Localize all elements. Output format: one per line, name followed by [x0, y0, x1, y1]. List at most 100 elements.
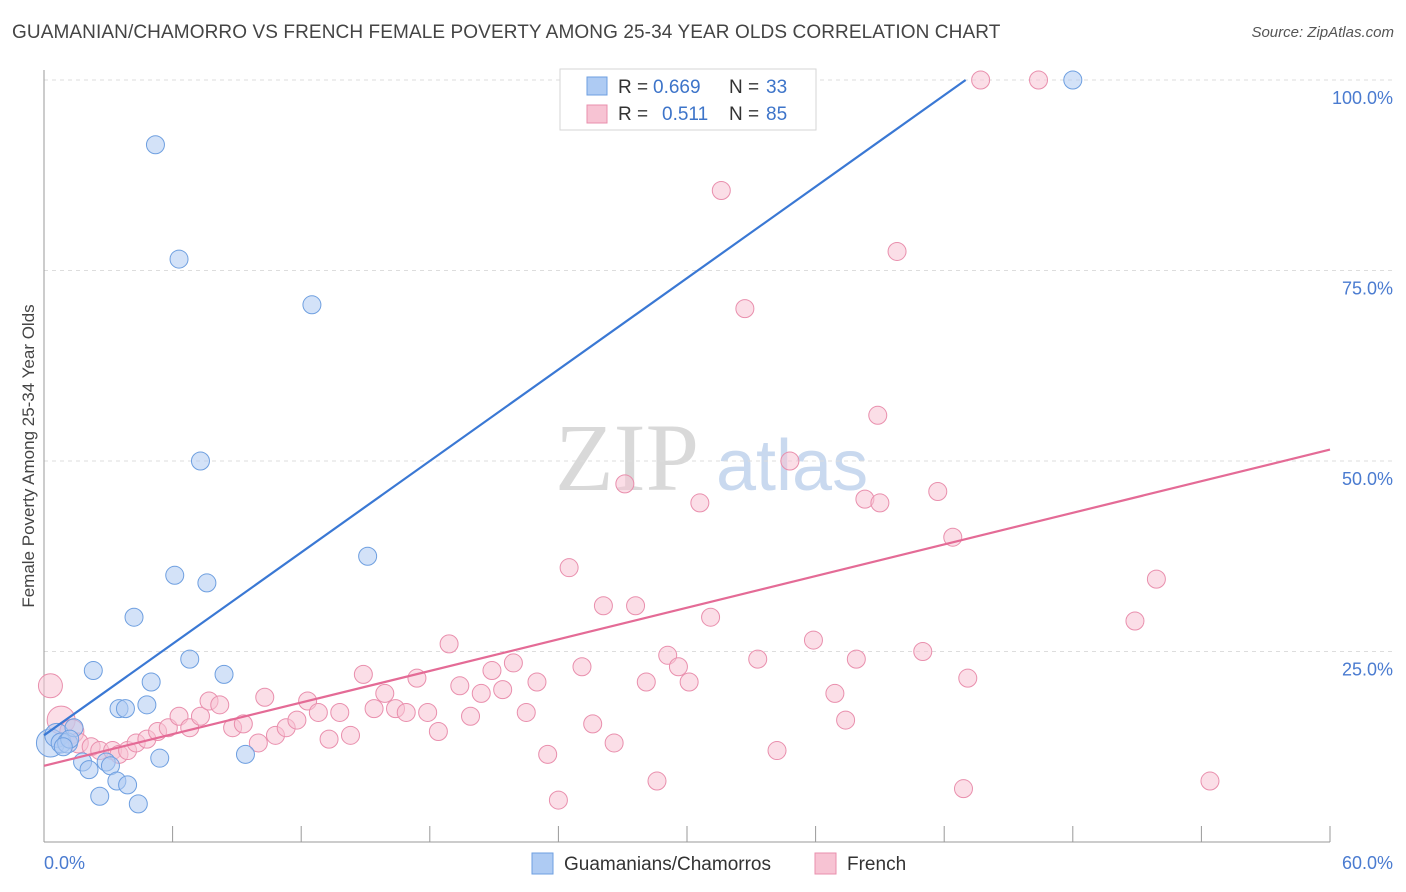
- french-point-45: [516, 702, 536, 722]
- trendlines: [43, 79, 1331, 767]
- french-point-79: [953, 779, 973, 799]
- french-point-77: [928, 481, 948, 501]
- series-legend: Guamanians/Chamorros French: [531, 852, 906, 875]
- french-point-60: [679, 672, 699, 692]
- y-axis-title: Female Poverty Among 25-34 Year Olds: [19, 304, 38, 607]
- guamanian-point-23: [180, 649, 200, 669]
- french-point-46: [527, 672, 547, 692]
- french-point-43: [493, 680, 513, 700]
- watermark: ZIP atlas: [555, 404, 868, 511]
- watermark-zip: ZIP: [555, 404, 699, 511]
- legend-r-label-1: R =: [618, 77, 648, 98]
- x-tick-label-min: 0.0%: [44, 853, 85, 873]
- french-point-62: [701, 607, 721, 627]
- bottom-legend-label-2: French: [847, 854, 906, 875]
- guamanian-point-32: [53, 737, 73, 757]
- french-point-83: [1125, 611, 1145, 631]
- french-point-31: [364, 699, 384, 719]
- guamanian-point-16: [128, 794, 148, 814]
- bottom-legend-label-1: Guamanians/Chamorros: [564, 854, 771, 875]
- guamanian-point-26: [214, 664, 234, 684]
- source-credit: Source: ZipAtlas.com: [1251, 24, 1394, 41]
- french-point-32: [375, 683, 395, 703]
- guamanian-point-8: [90, 786, 110, 806]
- guamanian-point-19: [145, 135, 165, 155]
- french-point-82: [1029, 70, 1049, 90]
- gridlines: [44, 79, 1395, 652]
- french-point-56: [636, 672, 656, 692]
- bottom-legend-swatch-blue: [531, 852, 554, 875]
- french-point-29: [340, 725, 360, 745]
- french-point-54: [615, 474, 635, 494]
- french-point-41: [471, 683, 491, 703]
- french-point-53: [604, 733, 624, 753]
- french-point-74: [870, 493, 890, 513]
- french-point-59: [668, 657, 688, 677]
- guamanian-point-15: [124, 607, 144, 627]
- french-point-48: [548, 790, 568, 810]
- french-point-55: [626, 596, 646, 616]
- guamanian-point-13: [115, 699, 135, 719]
- x-axis-ticks: [43, 826, 1331, 842]
- legend-n-label-2: N =: [729, 104, 759, 125]
- french-point-27: [319, 729, 339, 749]
- chart-title: GUAMANIAN/CHAMORRO VS FRENCH FEMALE POVE…: [12, 22, 1001, 43]
- x-tick-label-max: 60.0%: [1342, 853, 1393, 873]
- guamanian-points: [35, 70, 1083, 814]
- french-point-68: [803, 630, 823, 650]
- guamanian-point-21: [165, 565, 185, 585]
- guamanian-point-7: [83, 661, 103, 681]
- legend-swatch-blue: [586, 76, 608, 96]
- french-point-28: [330, 702, 350, 722]
- french-point-17: [210, 695, 230, 715]
- y-tick-labels: 25.0% 50.0% 75.0% 100.0%: [1332, 88, 1393, 680]
- french-point-21: [255, 687, 275, 707]
- french-trendline: [43, 448, 1331, 767]
- french-point-50: [572, 657, 592, 677]
- guamanian-point-22: [169, 249, 189, 269]
- y-tick-label-3: 100.0%: [1332, 88, 1393, 108]
- french-point-19: [233, 714, 253, 734]
- french-point-64: [735, 299, 755, 319]
- guamanian-point-20: [150, 748, 170, 768]
- french-point-37: [428, 722, 448, 742]
- french-point-49: [559, 558, 579, 578]
- guamanian-point-27: [235, 744, 255, 764]
- legend-r-label-2: R =: [618, 104, 648, 125]
- french-point-40: [461, 706, 481, 726]
- french-point-69: [825, 683, 845, 703]
- french-point-75: [887, 241, 907, 261]
- french-point-39: [450, 676, 470, 696]
- correlation-legend: R = 0.669 N = 33 R = 0.511 N = 85: [559, 68, 817, 131]
- guamanian-point-24: [190, 451, 210, 471]
- french-point-85: [1200, 771, 1220, 791]
- french-point-44: [503, 653, 523, 673]
- y-tick-label-1: 50.0%: [1342, 469, 1393, 489]
- guamanian-point-14: [118, 775, 138, 795]
- french-point-51: [583, 714, 603, 734]
- legend-n-value-2: 85: [766, 104, 787, 125]
- french-point-71: [846, 649, 866, 669]
- y-tick-label-0: 25.0%: [1342, 660, 1393, 680]
- french-point-61: [690, 493, 710, 513]
- french-point-63: [711, 180, 731, 200]
- guamanian-point-17: [137, 695, 157, 715]
- french-point-66: [767, 741, 787, 761]
- legend-r-value-2: 0.511: [662, 104, 708, 125]
- legend-n-label-1: N =: [729, 77, 759, 98]
- bottom-legend-swatch-pink: [814, 852, 837, 875]
- legend-swatch-pink: [586, 104, 608, 124]
- guamanian-point-18: [141, 672, 161, 692]
- legend-r-value-1: 0.669: [653, 77, 701, 98]
- french-point-34: [396, 702, 416, 722]
- french-point-76: [913, 642, 933, 661]
- french-point-52: [593, 596, 613, 616]
- french-point-36: [418, 702, 438, 722]
- y-tick-label-2: 75.0%: [1342, 279, 1393, 299]
- french-point-26: [308, 702, 328, 722]
- french-point-57: [647, 771, 667, 791]
- french-point-80: [958, 668, 978, 688]
- guamanian-point-29: [358, 546, 378, 566]
- legend-n-value-1: 33: [766, 77, 787, 98]
